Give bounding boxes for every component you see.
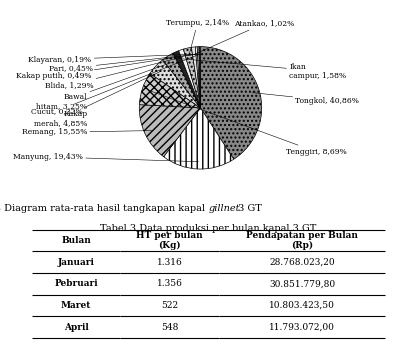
Text: Pari, 0,45%: Pari, 0,45% (49, 54, 198, 72)
Wedge shape (164, 108, 234, 169)
Text: Ikan
campur, 1,58%: Ikan campur, 1,58% (179, 58, 346, 80)
Text: Gambar 3 Diagram rata-rata hasil tangkapan kapal: Gambar 3 Diagram rata-rata hasil tangkap… (0, 204, 209, 213)
Text: Atankao, 1,02%: Atankao, 1,02% (194, 19, 294, 54)
Text: gillnet: gillnet (209, 204, 240, 213)
Wedge shape (197, 47, 200, 108)
Wedge shape (179, 49, 200, 108)
Text: Bawal
hitam, 3,25%: Bawal hitam, 3,25% (36, 62, 172, 110)
Text: 3 GT: 3 GT (235, 204, 261, 213)
Text: Cucut, 0,22%: Cucut, 0,22% (31, 54, 200, 115)
Text: Kakap
merah, 4,85%: Kakap merah, 4,85% (34, 71, 161, 128)
Text: Tenggiri, 8,69%: Tenggiri, 8,69% (150, 90, 347, 156)
Text: Manyung, 19,43%: Manyung, 19,43% (13, 153, 198, 162)
Text: Kakap putih, 0,49%: Kakap putih, 0,49% (16, 54, 197, 80)
Text: Remang, 15,55%: Remang, 15,55% (22, 128, 152, 136)
Wedge shape (139, 105, 200, 157)
Wedge shape (195, 47, 200, 108)
Wedge shape (150, 60, 200, 108)
Wedge shape (199, 47, 200, 108)
Text: Tongkol, 40,86%: Tongkol, 40,86% (252, 93, 359, 105)
Wedge shape (183, 47, 200, 108)
Wedge shape (162, 53, 200, 108)
Text: Blida, 1,29%: Blida, 1,29% (45, 57, 183, 89)
Wedge shape (200, 47, 262, 159)
Wedge shape (173, 51, 200, 108)
Text: Terumpu, 2,14%: Terumpu, 2,14% (166, 19, 229, 55)
Wedge shape (191, 47, 200, 108)
Wedge shape (140, 73, 200, 108)
Text: Tabel 3 Data produksi per bulan kapal 3 GT: Tabel 3 Data produksi per bulan kapal 3 … (100, 224, 317, 233)
Text: Klayaran, 0,19%: Klayaran, 0,19% (28, 54, 199, 64)
